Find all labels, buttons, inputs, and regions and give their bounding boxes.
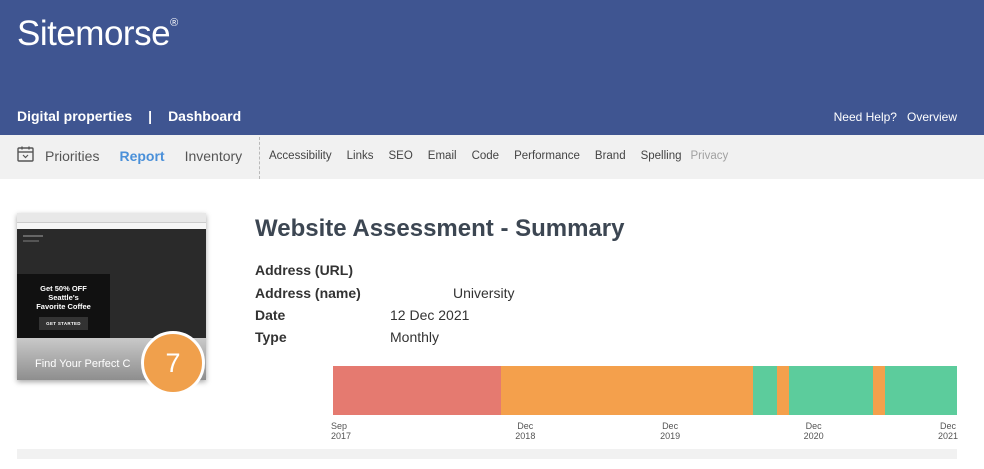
- timeline-segment[interactable]: [777, 366, 790, 415]
- tab-accessibility[interactable]: Accessibility: [269, 150, 332, 162]
- tab-email[interactable]: Email: [427, 150, 457, 162]
- page-title: Website Assessment - Summary: [255, 215, 625, 242]
- timeline-segment[interactable]: [500, 366, 753, 415]
- subnav-main-tabs: Priorities Report Inventory: [45, 148, 262, 164]
- timeline-tick-label: Dec 2018: [515, 421, 536, 441]
- thumbnail-promo: Get 50% OFF Seattle's Favorite Coffee GE…: [17, 274, 110, 338]
- date-value: 12 Dec 2021: [390, 307, 470, 323]
- thumbnail-menu-line: [23, 235, 43, 237]
- nav-dashboard[interactable]: Dashboard: [168, 108, 242, 124]
- subnav-divider: [259, 137, 260, 179]
- content-divider: [17, 449, 957, 459]
- tab-code[interactable]: Code: [471, 150, 500, 162]
- timeline-tick-label: Sep 2017: [331, 421, 352, 441]
- nav-digital-properties[interactable]: Digital properties: [17, 108, 133, 124]
- calendar-icon[interactable]: [17, 146, 34, 162]
- tab-spelling[interactable]: Spelling: [640, 150, 682, 162]
- address-name-value: University: [453, 285, 515, 301]
- tab-seo[interactable]: SEO: [388, 150, 413, 162]
- timeline-tick-label: Dec 2019: [660, 421, 681, 441]
- nav-separator: |: [148, 108, 153, 124]
- history-timeline[interactable]: [333, 366, 957, 415]
- need-help-link[interactable]: Need Help?: [833, 110, 897, 124]
- subnav-report-tabs: Accessibility Links SEO Email Code Perfo…: [269, 150, 743, 162]
- timeline-segment[interactable]: [872, 366, 886, 415]
- app-header: [0, 0, 984, 135]
- type-label: Type: [255, 329, 287, 345]
- timeline-segment[interactable]: [789, 366, 873, 415]
- tab-brand[interactable]: Brand: [594, 150, 626, 162]
- thumbnail-menu-line: [23, 240, 39, 242]
- tab-links[interactable]: Links: [346, 150, 374, 162]
- thumbnail-promo-button: GET STARTED: [39, 317, 88, 330]
- thumbnail-address-bar: [17, 223, 206, 229]
- timeline-segment[interactable]: [885, 366, 957, 415]
- type-value: Monthly: [390, 329, 440, 345]
- sitemorse-logo[interactable]: Sitemorse®: [17, 14, 178, 53]
- sub-navigation: [0, 135, 984, 179]
- tab-privacy: Privacy: [690, 150, 729, 162]
- overview-link[interactable]: Overview: [906, 110, 957, 124]
- thumbnail-hero-text: Find Your Perfect C: [35, 358, 131, 370]
- tab-performance[interactable]: Performance: [514, 150, 580, 162]
- timeline-tick-label: Dec 2021: [937, 421, 959, 441]
- address-name-label: Address (name): [255, 285, 361, 301]
- tab-report[interactable]: Report: [119, 148, 165, 164]
- tab-inventory[interactable]: Inventory: [184, 148, 243, 164]
- header-links: Need Help? Overview: [834, 110, 957, 124]
- timeline-segment[interactable]: [333, 366, 501, 415]
- thumbnail-browser-bar: [17, 213, 206, 223]
- header-nav: Digital properties | Dashboard: [17, 108, 241, 124]
- tab-priorities[interactable]: Priorities: [45, 148, 100, 164]
- timeline-tick-label: Dec 2020: [803, 421, 824, 441]
- score-badge: 7: [141, 331, 205, 395]
- timeline-segment[interactable]: [752, 366, 778, 415]
- address-url-label: Address (URL): [255, 262, 354, 278]
- date-label: Date: [255, 307, 286, 323]
